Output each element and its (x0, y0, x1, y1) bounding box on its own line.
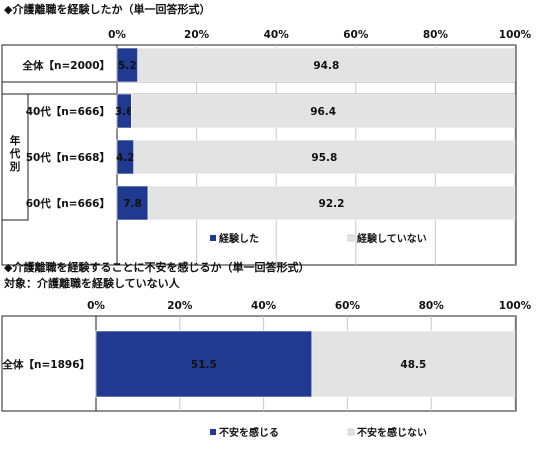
category-label: 50代【n=668】 (26, 151, 110, 164)
group-label: 年代別 (9, 134, 21, 173)
bar-segment (137, 47, 516, 83)
x-tick-label: 60% (335, 300, 361, 312)
chart-subtitle: 対象：介護離職を経験していない人 (3, 276, 181, 290)
plot-frame (1, 315, 517, 412)
legend-swatch (347, 234, 355, 242)
data-label: 95.8 (311, 152, 337, 164)
bar-segment (116, 185, 149, 221)
x-tick-label: 0% (108, 29, 126, 41)
x-tick-label: 20% (167, 300, 193, 312)
legend-label: 不安を感じない (357, 426, 427, 439)
data-label: 48.5 (400, 359, 426, 371)
bar-segment (133, 139, 516, 175)
chart-title: ◆介護離職を経験することに不安を感じるか（単一回答形式） (4, 260, 309, 274)
category-label: 全体【n=2000】 (22, 59, 111, 72)
data-label: 92.2 (319, 198, 345, 210)
data-label: 51.5 (191, 359, 217, 371)
data-label: 5.2 (118, 60, 137, 72)
x-tick-label: 60% (343, 29, 369, 41)
data-label: 3.6 (115, 106, 134, 118)
x-tick-label: 100% (499, 29, 532, 41)
data-label: 94.8 (313, 60, 339, 72)
data-label: 4.2 (116, 152, 135, 164)
category-label: 60代【n=666】 (26, 197, 110, 210)
x-tick-label: 100% (499, 300, 532, 312)
x-tick-label: 80% (423, 29, 449, 41)
legend-label: 不安を感じる (219, 426, 279, 439)
bar-segment (147, 185, 516, 221)
legend-label: 経験していない (357, 232, 427, 245)
data-label: 7.8 (123, 198, 142, 210)
legend-swatch (347, 428, 355, 436)
x-tick-label: 80% (419, 300, 445, 312)
x-tick-label: 40% (251, 300, 277, 312)
group-box (1, 93, 29, 221)
legend-swatch (210, 429, 216, 435)
data-label: 96.4 (310, 106, 336, 118)
bar-segment (131, 93, 516, 129)
x-tick-label: 20% (184, 29, 210, 41)
bar-segment (95, 330, 313, 398)
bar-segment (311, 330, 516, 398)
chart-title: ◆介護離職を経験したか（単一回答形式） (4, 2, 210, 16)
x-tick-label: 0% (87, 300, 105, 312)
category-label: 全体【n=1896】 (2, 358, 91, 371)
x-tick-label: 40% (264, 29, 290, 41)
category-label: 40代【n=666】 (26, 105, 110, 118)
legend-label: 経験した (219, 232, 259, 245)
legend-swatch (210, 235, 216, 241)
